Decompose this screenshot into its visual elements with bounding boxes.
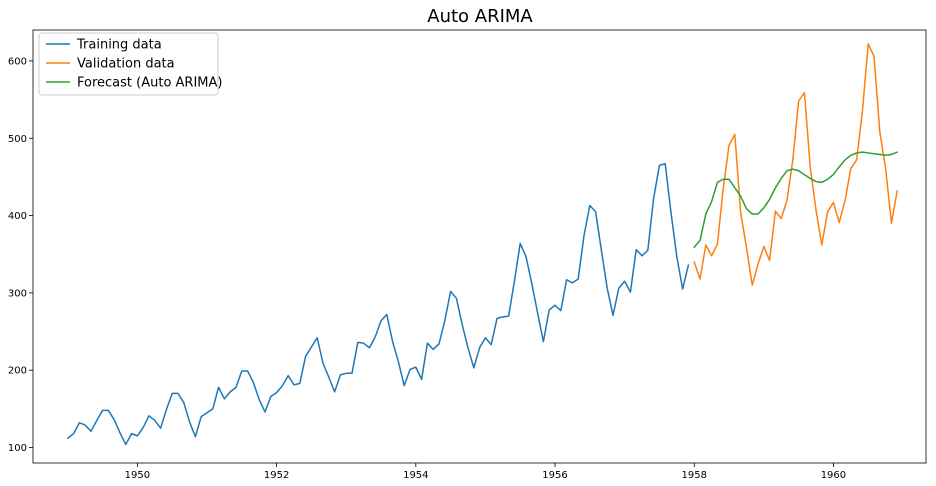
- x-tick-label: 1950: [125, 470, 150, 481]
- legend-label: Forecast (Auto ARIMA): [77, 76, 222, 91]
- chart-title: Auto ARIMA: [427, 6, 533, 27]
- legend-label: Validation data: [77, 57, 175, 72]
- legend-box: [38, 32, 219, 96]
- x-tick-label: 1960: [821, 470, 846, 481]
- y-tick-label: 100: [8, 443, 27, 454]
- axes-frame: [32, 29, 927, 464]
- legend: Training data Validation data Forecast (Au…: [38, 32, 222, 96]
- series-line-0: [67, 163, 690, 446]
- x-tick-label: 1958: [681, 470, 706, 481]
- series-line-1: [693, 43, 898, 286]
- y-tick-label: 300: [8, 288, 27, 299]
- plot-area: 1950 1952 1954 1956 1958 1960 100 200 300 400 500 6…: [8, 29, 927, 481]
- series-line-2: [693, 151, 898, 249]
- y-tick-label: 600: [8, 56, 27, 67]
- y-tick-label: 200: [8, 366, 27, 377]
- y-tick-label: 400: [8, 211, 27, 222]
- x-tick-label: 1952: [264, 470, 289, 481]
- y-tick-label: 500: [8, 134, 27, 145]
- legend-label: Training data: [76, 38, 162, 53]
- x-tick-label: 1954: [403, 470, 428, 481]
- x-tick-label: 1956: [542, 470, 567, 481]
